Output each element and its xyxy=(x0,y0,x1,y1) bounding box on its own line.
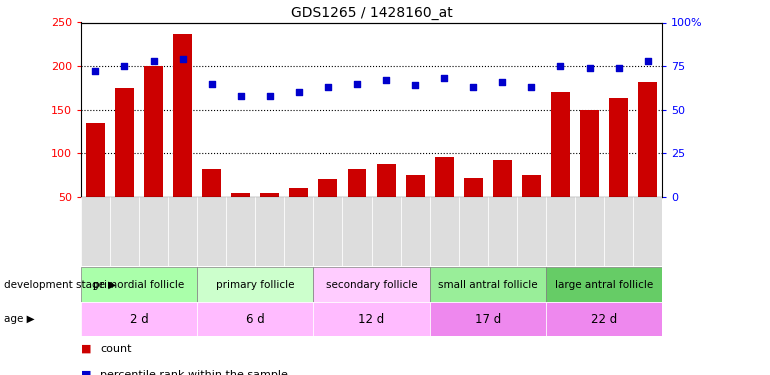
Bar xyxy=(430,197,459,266)
Point xyxy=(612,65,624,71)
Text: 12 d: 12 d xyxy=(358,313,385,326)
Point xyxy=(263,93,276,99)
Text: 6 d: 6 d xyxy=(246,313,265,326)
Bar xyxy=(343,197,371,266)
Bar xyxy=(168,197,197,266)
Bar xyxy=(197,267,313,302)
Bar xyxy=(575,197,604,266)
Bar xyxy=(231,192,250,197)
Bar xyxy=(580,110,599,197)
Text: 17 d: 17 d xyxy=(474,313,501,326)
Bar xyxy=(459,197,488,266)
Point xyxy=(235,93,247,99)
Point xyxy=(380,77,392,83)
Point xyxy=(89,68,102,74)
Text: count: count xyxy=(100,344,132,354)
Bar xyxy=(115,88,134,197)
Bar xyxy=(546,302,662,336)
Point xyxy=(322,84,334,90)
Text: 2 d: 2 d xyxy=(129,313,149,326)
Text: large antral follicle: large antral follicle xyxy=(555,280,653,290)
Point xyxy=(206,81,218,87)
Point xyxy=(409,82,421,88)
Bar xyxy=(546,197,575,266)
Text: ■: ■ xyxy=(81,344,92,354)
Bar xyxy=(86,123,105,197)
Point xyxy=(293,89,305,95)
Point xyxy=(119,63,131,69)
Bar xyxy=(347,169,367,197)
Point xyxy=(496,79,508,85)
Bar xyxy=(604,197,633,266)
Bar xyxy=(430,267,546,302)
Bar xyxy=(313,302,430,336)
Text: percentile rank within the sample: percentile rank within the sample xyxy=(100,370,288,375)
Bar xyxy=(546,267,662,302)
Bar xyxy=(493,160,512,197)
Point xyxy=(554,63,567,69)
Text: primordial follicle: primordial follicle xyxy=(93,280,185,290)
Bar xyxy=(551,92,570,197)
Bar xyxy=(313,197,343,266)
Point xyxy=(525,84,537,90)
Bar xyxy=(464,178,483,197)
Bar xyxy=(197,197,226,266)
Bar xyxy=(260,192,280,197)
Bar xyxy=(197,302,313,336)
Bar xyxy=(290,188,308,197)
Bar xyxy=(256,197,284,266)
Text: secondary follicle: secondary follicle xyxy=(326,280,417,290)
Bar xyxy=(203,169,221,197)
Point xyxy=(438,75,450,81)
Text: ■: ■ xyxy=(81,370,92,375)
Bar xyxy=(435,157,454,197)
Text: age ▶: age ▶ xyxy=(4,314,35,324)
Bar xyxy=(139,197,168,266)
Point xyxy=(584,65,596,71)
Bar xyxy=(400,197,430,266)
Point xyxy=(147,58,159,64)
Bar xyxy=(609,98,628,197)
Bar xyxy=(406,175,424,197)
Bar xyxy=(633,197,662,266)
Bar xyxy=(638,82,657,197)
Bar xyxy=(110,197,139,266)
Point xyxy=(351,81,363,87)
Bar xyxy=(173,34,192,197)
Text: small antral follicle: small antral follicle xyxy=(438,280,537,290)
Bar xyxy=(81,302,197,336)
Bar xyxy=(81,267,197,302)
Bar xyxy=(313,267,430,302)
Bar xyxy=(377,164,396,197)
Text: primary follicle: primary follicle xyxy=(216,280,294,290)
Text: 22 d: 22 d xyxy=(591,313,618,326)
Bar xyxy=(488,197,517,266)
Bar xyxy=(144,66,163,197)
Bar xyxy=(430,302,546,336)
Title: GDS1265 / 1428160_at: GDS1265 / 1428160_at xyxy=(290,6,453,20)
Bar xyxy=(371,197,400,266)
Bar xyxy=(284,197,313,266)
Point xyxy=(641,58,654,64)
Bar xyxy=(81,197,110,266)
Bar xyxy=(517,197,546,266)
Bar xyxy=(522,175,541,197)
Text: development stage ▶: development stage ▶ xyxy=(4,280,116,290)
Point xyxy=(176,56,189,62)
Bar xyxy=(319,180,337,197)
Point xyxy=(467,84,480,90)
Bar xyxy=(226,197,256,266)
